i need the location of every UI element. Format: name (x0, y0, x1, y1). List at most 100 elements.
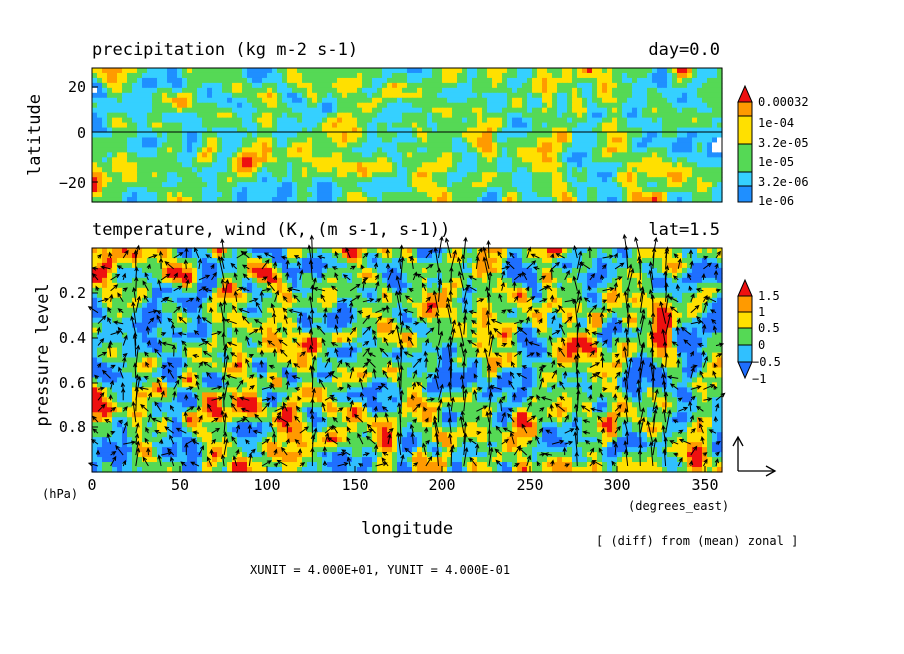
temperature-cell (242, 277, 248, 284)
temperature-cell (552, 248, 558, 254)
temperature-cell (122, 277, 128, 284)
precip-cell (337, 102, 343, 109)
precip-cell (262, 102, 268, 109)
precip-cell (147, 72, 153, 79)
precip-cell (127, 112, 133, 119)
temperature-cell (667, 282, 673, 289)
temperature-cell (292, 297, 298, 304)
precip-cell (562, 157, 568, 163)
precip-cell (357, 92, 363, 99)
precip-cell (582, 127, 588, 134)
temperature-cell (227, 282, 233, 289)
precip-cell (157, 192, 163, 198)
precip-cell (472, 197, 478, 203)
precip-cell (662, 157, 668, 163)
precip-cell (472, 172, 478, 178)
precip-cell (227, 68, 233, 74)
precip-cell (187, 162, 193, 168)
precip-cell (552, 147, 558, 153)
precip-cell (687, 137, 693, 144)
precip-cell (567, 112, 573, 119)
precip-cell (432, 107, 438, 114)
precip-cell (307, 132, 313, 139)
precip-cell (452, 107, 458, 114)
precip-cell (562, 187, 568, 193)
temperature-cell (642, 267, 648, 274)
precip-cell (232, 142, 238, 148)
precip-cell (462, 162, 468, 168)
precip-cell (667, 147, 673, 153)
precip-cell (92, 97, 98, 104)
precip-cell (547, 107, 553, 114)
precip-cell (262, 87, 268, 94)
precip-cell (172, 127, 178, 134)
precip-cell (167, 87, 173, 94)
precip-cell (407, 157, 413, 163)
precip-cell (387, 167, 393, 173)
precip-cell (377, 127, 383, 134)
precip-cell (362, 92, 368, 99)
precip-cell (102, 172, 108, 178)
precip-cell (317, 192, 323, 198)
precip-cell (247, 142, 253, 148)
precip-cell (417, 172, 423, 178)
precip-cell (622, 157, 628, 163)
precip-cell (652, 72, 658, 79)
precip-cell (177, 122, 183, 129)
temperature-cell (237, 297, 243, 304)
precip-cell (707, 162, 713, 168)
precip-cell (402, 137, 408, 144)
precip-cell (672, 177, 678, 183)
temperature-cell (107, 272, 113, 279)
precip-cell (182, 82, 188, 89)
precip-cell (687, 167, 693, 173)
temperature-cell (137, 272, 143, 279)
temperature-cell (562, 292, 568, 299)
temperature-cell (432, 297, 438, 304)
precip-cell (667, 92, 673, 99)
precip-cell (507, 77, 513, 84)
precip-cell (482, 117, 488, 124)
temperature-cell (147, 277, 153, 284)
precip-cell (277, 127, 283, 134)
precip-cell (557, 172, 563, 178)
precip-cell (707, 122, 713, 129)
temperature-cell (357, 248, 363, 254)
temperature-cell (607, 292, 613, 299)
precip-cell (147, 152, 153, 158)
precip-cell (467, 167, 473, 173)
precip-cell (137, 127, 143, 134)
precip-cell (112, 102, 118, 109)
precip-cell (307, 147, 313, 153)
precip-cell (717, 102, 723, 109)
precip-cell (617, 132, 623, 139)
precip-cell (507, 122, 513, 129)
temperature-cell (477, 287, 483, 294)
precip-cell (647, 142, 653, 148)
temp-y-axis-label: pressure level (33, 283, 53, 426)
precip-cell (612, 177, 618, 183)
precip-cell (182, 162, 188, 168)
precip-cell (112, 107, 118, 114)
precip-cell (522, 162, 528, 168)
precip-cell (577, 162, 583, 168)
temperature-cell (312, 282, 318, 289)
temperature-cell (137, 282, 143, 289)
precip-frame (91, 67, 723, 203)
precip-cell (392, 87, 398, 94)
temperature-cell (347, 282, 353, 289)
precip-cell (567, 72, 573, 79)
temperature-cell (167, 282, 173, 289)
precip-cell (272, 162, 278, 168)
precip-cell (617, 68, 623, 74)
precip-cell (297, 182, 303, 188)
precip-cell (587, 102, 593, 109)
precip-cell (252, 72, 258, 79)
precip-cell (602, 112, 608, 119)
precip-ytick: 0 (77, 124, 86, 142)
precip-cell (717, 157, 723, 163)
precip-cell (477, 177, 483, 183)
temperature-cell (672, 257, 678, 264)
precip-cell (232, 197, 238, 203)
precip-cell (682, 112, 688, 119)
